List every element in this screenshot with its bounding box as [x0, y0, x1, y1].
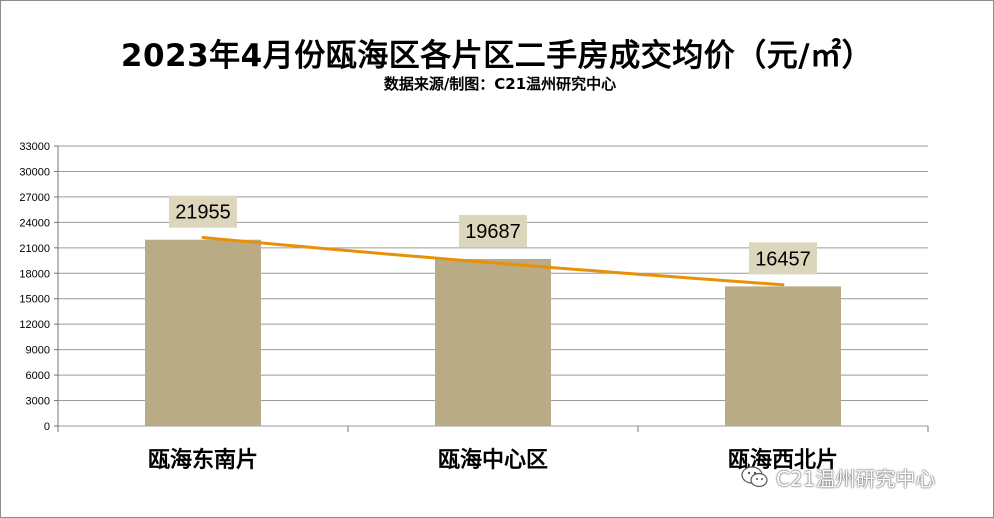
y-tick-label: 0: [44, 421, 50, 433]
data-label-box: [459, 214, 527, 247]
y-tick-label: 3000: [26, 396, 50, 408]
bar: [145, 239, 261, 426]
y-tick-label: 30000: [19, 166, 50, 178]
wechat-icon: [741, 466, 768, 488]
y-tick-label: 18000: [19, 268, 50, 280]
watermark: C21温州研究中心: [740, 460, 935, 494]
bar: [725, 286, 841, 426]
watermark-text: C21温州研究中心: [776, 466, 936, 491]
y-tick-label: 6000: [26, 370, 50, 382]
data-label: 21955: [175, 202, 231, 224]
chart-title: 2023年4月份瓯海区各片区二手房成交均价（元/㎡）: [120, 38, 874, 74]
data-label: 19687: [465, 221, 521, 243]
y-tick-label: 33000: [19, 141, 50, 153]
bar: [435, 258, 551, 426]
y-tick-label: 12000: [19, 319, 50, 331]
data-label-box: [749, 242, 817, 275]
y-tick-label: 27000: [19, 192, 50, 204]
y-tick-label: 9000: [26, 345, 50, 357]
y-tick-label: 21000: [19, 243, 50, 255]
y-tick-label: 15000: [19, 294, 50, 306]
data-label: 16457: [755, 248, 811, 270]
x-category-label: 瓯海东南片: [148, 447, 258, 473]
trendline: [201, 236, 785, 287]
chart-subtitle: 数据来源/制图：C21温州研究中心: [383, 75, 617, 93]
x-category-label: 瓯海中心区: [438, 447, 548, 473]
y-tick-label: 24000: [19, 217, 50, 229]
data-label-box: [169, 195, 237, 228]
